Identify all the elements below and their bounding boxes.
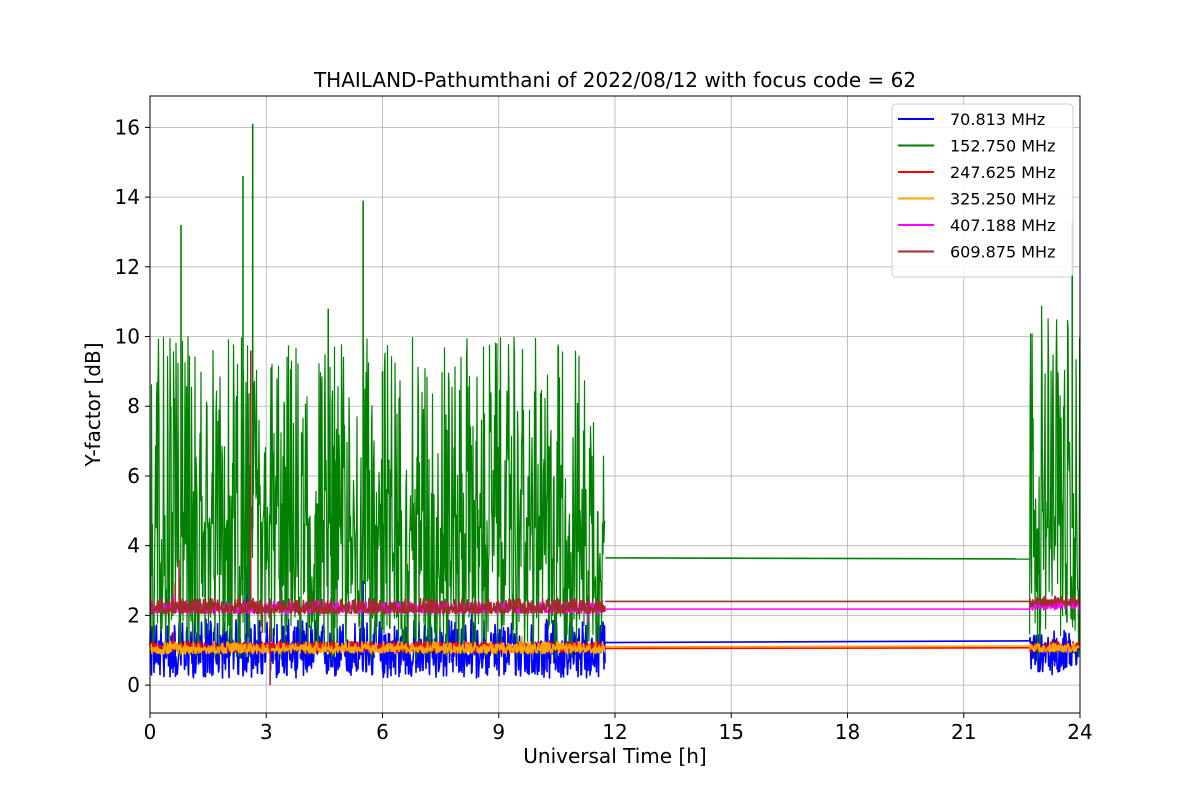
x-tick-label: 9 [492,720,505,744]
legend-label: 247.625 MHz [950,163,1055,182]
series-flat-segment [605,645,1030,648]
series-flat-segment [605,640,1030,644]
legend-label: 152.750 MHz [950,137,1055,156]
legend-box [891,103,1074,278]
y-tick-label: 8 [127,394,140,418]
x-tick-label: 24 [1067,720,1092,744]
series-4 [149,636,1081,655]
x-tick-label: 15 [719,720,744,744]
x-tick-label: 3 [260,720,273,744]
series-line [149,640,1081,655]
legend-label: 70.813 MHz [950,110,1045,129]
y-tick-label: 2 [127,603,140,627]
y-tick-label: 12 [115,255,140,279]
series-line [149,595,1081,615]
x-tick-label: 21 [951,720,976,744]
x-tick-label: 18 [835,720,860,744]
series-flat-segment [605,647,1030,650]
y-tick-label: 10 [115,325,140,349]
x-tick-label: 12 [602,720,627,744]
y-tick-label: 16 [115,115,140,139]
x-tick-label: 0 [144,720,157,744]
series-6 [149,350,1081,686]
legend-label: 407.188 MHz [950,216,1055,235]
legend-label: 609.875 MHz [950,243,1055,262]
y-tick-label: 14 [115,185,140,209]
x-axis-label: Universal Time [h] [523,744,706,768]
y-axis-label: Y-factor [dB] [81,342,105,467]
x-tick-label: 6 [376,720,389,744]
y-tick-label: 4 [127,534,140,558]
legend: 70.813 MHz 152.750 MHz 247.625 MHz 325.250 … [891,103,1074,278]
series-flat-segment [605,557,1030,560]
y-tick-label: 0 [127,673,140,697]
legend-label: 325.250 MHz [950,190,1055,209]
y-tick-label: 6 [127,464,140,488]
chart-title: THAILAND-Pathumthani of 2022/08/12 with … [313,68,916,92]
